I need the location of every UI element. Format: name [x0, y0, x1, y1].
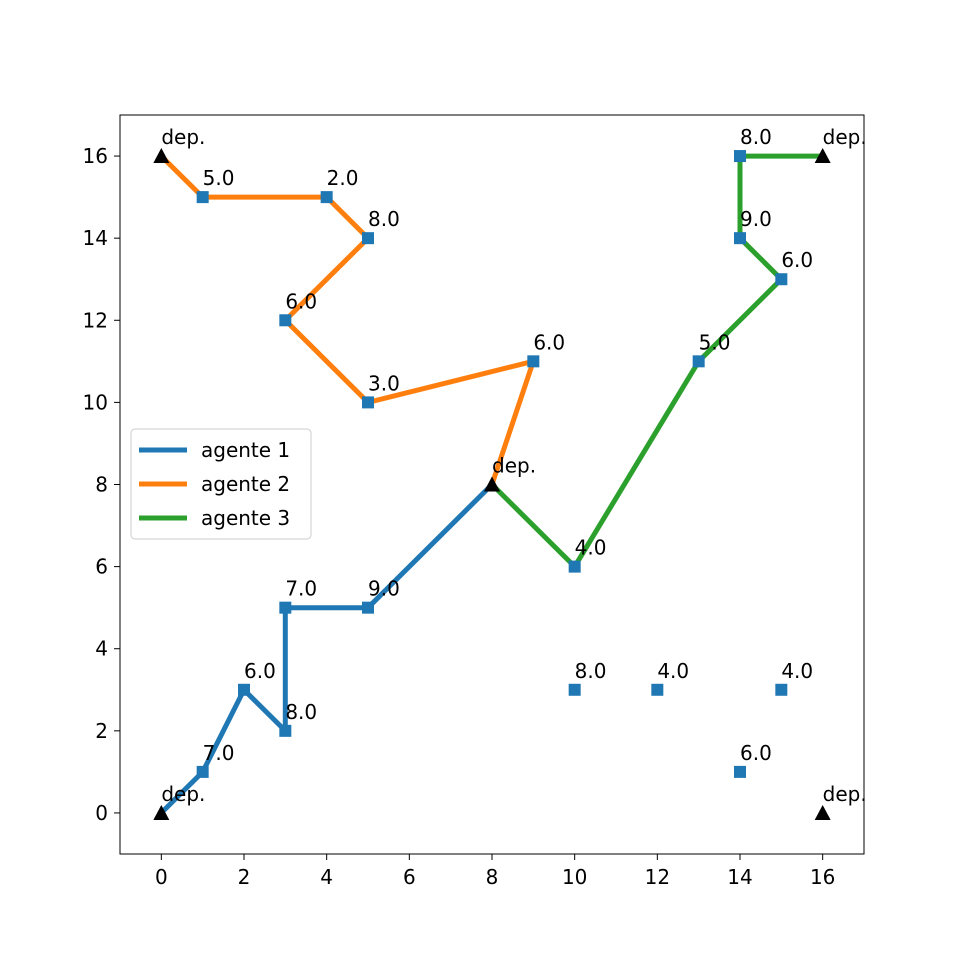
y-tick-label: 8 — [95, 473, 108, 497]
depot-label: dep. — [492, 454, 536, 478]
customer-marker — [775, 683, 788, 696]
y-tick-label: 2 — [95, 719, 108, 743]
customer-marker — [568, 683, 581, 696]
customer-marker — [362, 396, 374, 409]
x-tick-label: 12 — [645, 865, 670, 889]
customer-marker — [196, 191, 209, 204]
customer-label: 8.0 — [368, 207, 400, 231]
legend: agente 1 agente 2 agente 3 — [130, 428, 312, 540]
markers-layer — [153, 148, 831, 820]
customer-label: 4.0 — [781, 659, 813, 683]
y-tick-label: 4 — [95, 637, 108, 661]
customer-marker — [527, 355, 540, 368]
customer-marker — [362, 232, 374, 245]
y-tick-label: 0 — [95, 801, 108, 825]
customer-marker — [238, 683, 250, 696]
customer-marker — [568, 560, 581, 573]
y-axis: 0 2 4 6 8 10 12 14 16 — [83, 144, 120, 825]
depot-marker — [153, 148, 170, 164]
y-tick-label: 16 — [83, 144, 108, 168]
customer-label: 9.0 — [740, 207, 772, 231]
depot-label: dep. — [823, 125, 867, 149]
customer-marker — [775, 273, 788, 286]
x-tick-label: 2 — [238, 865, 251, 889]
depot-marker — [153, 804, 170, 820]
customer-marker — [362, 601, 374, 614]
customer-marker — [692, 355, 705, 368]
x-tick-label: 14 — [727, 865, 752, 889]
depot-marker — [814, 804, 831, 820]
customer-label: 6.0 — [285, 289, 317, 313]
customer-label: 4.0 — [575, 536, 607, 560]
legend-label-agente-2: agente 2 — [201, 472, 290, 496]
customer-label: 3.0 — [368, 371, 400, 395]
customer-label: 6.0 — [244, 659, 276, 683]
depot-label: dep. — [161, 125, 205, 149]
x-axis: 0 2 4 6 8 10 12 14 16 — [155, 854, 835, 889]
depot-label: dep. — [161, 782, 205, 806]
depot-label: dep. — [823, 782, 867, 806]
customer-marker — [279, 601, 292, 614]
depot-marker — [814, 148, 831, 164]
depot-marker — [484, 476, 500, 492]
customer-label: 5.0 — [203, 166, 235, 190]
x-tick-label: 10 — [562, 865, 587, 889]
x-tick-label: 8 — [486, 865, 499, 889]
customer-label: 8.0 — [285, 700, 317, 724]
customer-label: 2.0 — [327, 166, 359, 190]
customer-label: 6.0 — [781, 248, 813, 272]
customer-marker — [734, 232, 746, 245]
customer-marker — [734, 765, 746, 778]
x-tick-label: 0 — [155, 865, 168, 889]
x-tick-label: 4 — [320, 865, 333, 889]
legend-label-agente-3: agente 3 — [201, 506, 290, 530]
customer-marker — [734, 150, 746, 163]
customer-label: 7.0 — [285, 577, 317, 601]
y-tick-label: 6 — [95, 555, 108, 579]
x-tick-label: 16 — [810, 865, 835, 889]
customer-label: 5.0 — [699, 330, 731, 354]
y-tick-label: 12 — [83, 308, 108, 332]
customer-label: 4.0 — [657, 659, 689, 683]
customer-marker — [320, 191, 333, 204]
customer-label: 9.0 — [368, 577, 400, 601]
customer-marker — [279, 314, 292, 327]
customer-label: 6.0 — [533, 330, 565, 354]
customer-label: 6.0 — [740, 741, 772, 765]
x-tick-label: 6 — [403, 865, 416, 889]
customer-marker — [651, 683, 664, 696]
y-tick-label: 14 — [83, 226, 108, 250]
point-labels-layer: 7.0 6.0 8.0 7.0 9.0 5.0 2.0 8.0 6.0 3.0 6.0 4.0 5.0 6… — [161, 125, 866, 806]
customer-marker — [279, 724, 292, 737]
y-tick-label: 10 — [83, 390, 108, 414]
customer-label: 8.0 — [740, 125, 772, 149]
customer-label: 8.0 — [575, 659, 607, 683]
legend-label-agente-1: agente 1 — [201, 438, 290, 462]
route-line-agente-2 — [159, 154, 538, 486]
customer-label: 7.0 — [203, 741, 235, 765]
legend-box — [130, 428, 312, 540]
customer-marker — [196, 765, 209, 778]
